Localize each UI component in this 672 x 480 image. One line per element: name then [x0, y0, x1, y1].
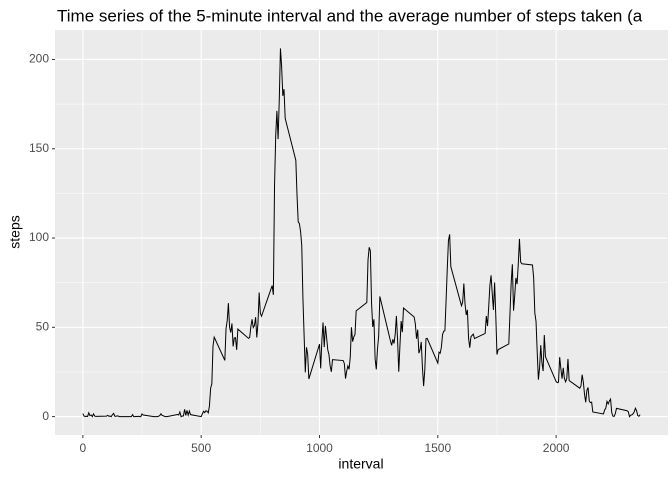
y-axis-label: steps	[7, 215, 23, 248]
y-tick-label: 0	[42, 409, 49, 423]
y-tick-label: 200	[29, 52, 49, 66]
chart-title: Time series of the 5-minute interval and…	[57, 6, 643, 25]
data-line	[82, 48, 641, 418]
y-tick-label: 50	[36, 319, 50, 333]
x-tick-label: 1500	[424, 441, 451, 455]
x-tick-label: 0	[80, 441, 87, 455]
x-tick-label: 2000	[543, 441, 570, 455]
y-tick-label: 150	[29, 141, 49, 155]
panel	[55, 30, 668, 435]
x-tick-label: 500	[191, 441, 211, 455]
y-tick-label: 100	[29, 230, 49, 244]
x-axis-label: interval	[338, 456, 383, 472]
plot	[82, 48, 641, 418]
x-tick-label: 1000	[306, 441, 333, 455]
